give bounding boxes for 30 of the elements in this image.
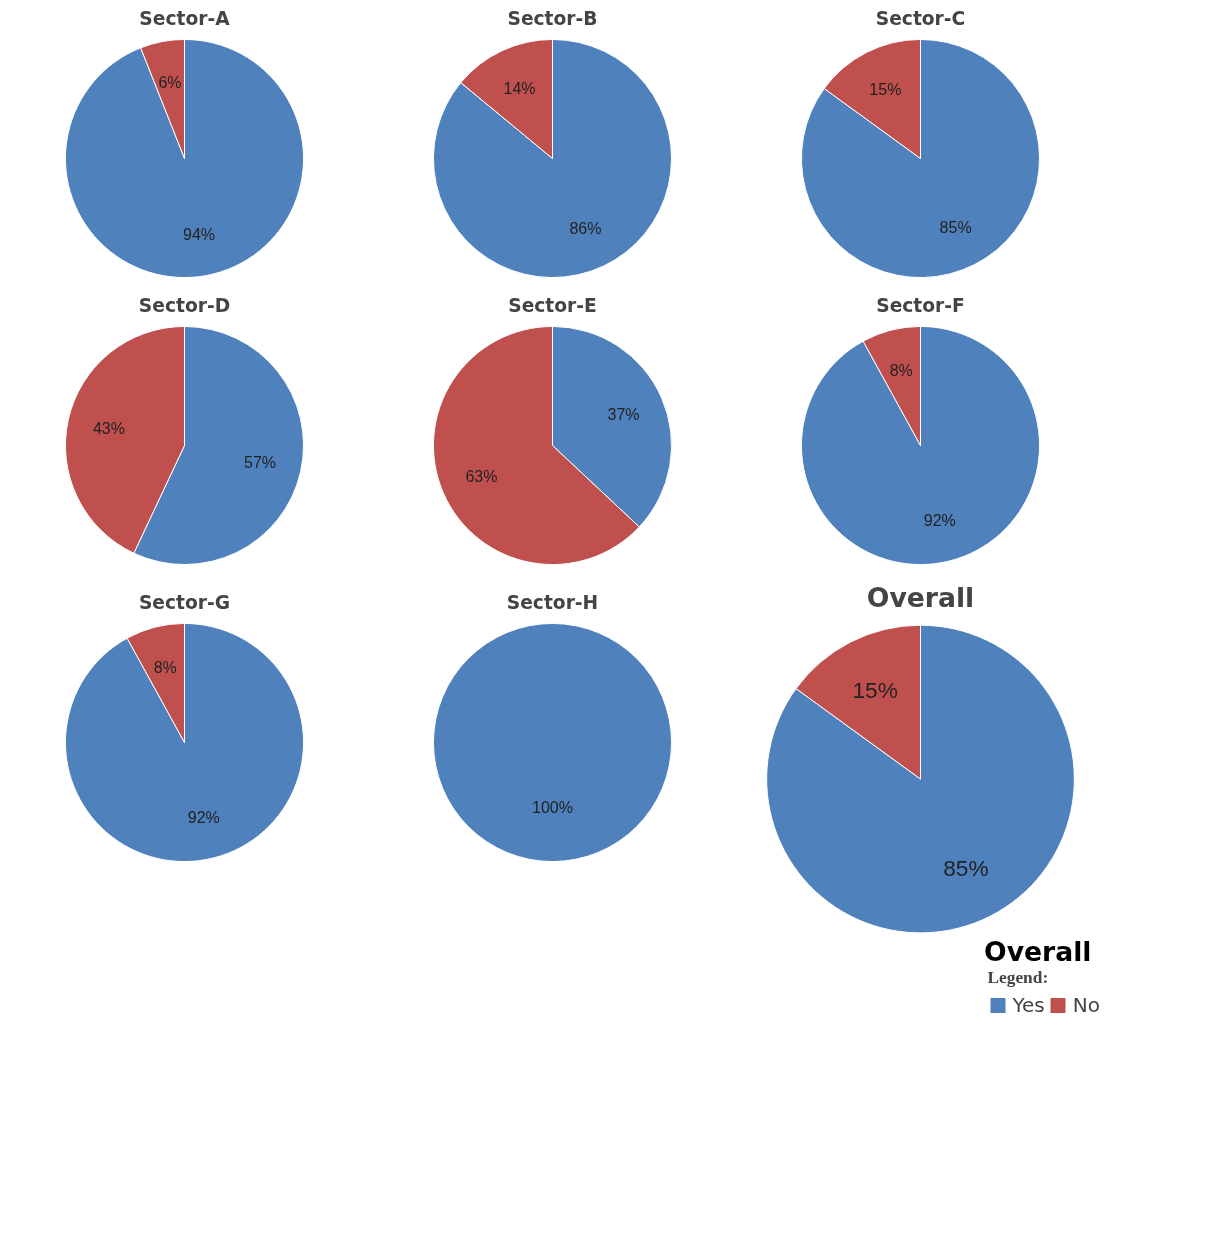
data-label: 8% <box>889 362 913 380</box>
data-label: 15% <box>869 81 902 99</box>
chart-title: Sector-C <box>875 7 966 29</box>
data-label: 57% <box>244 453 277 471</box>
data-label: 85% <box>939 218 972 236</box>
data-label: 63% <box>465 467 498 485</box>
data-label: 92% <box>923 511 956 529</box>
chart-title: Sector-E <box>508 294 597 316</box>
data-label: 37% <box>607 406 640 424</box>
legend-title: Legend: <box>987 968 1050 988</box>
data-label: 8% <box>153 659 177 677</box>
data-label: 86% <box>569 220 602 238</box>
data-label: 85% <box>943 855 989 882</box>
chart-title: Sector-A <box>139 7 231 29</box>
legend-label: No <box>1072 993 1100 1017</box>
data-label: 43% <box>92 420 125 438</box>
data-label: 94% <box>182 226 216 244</box>
chart-title: Sector-F <box>876 294 965 316</box>
data-label: 14% <box>503 79 536 97</box>
text: Overall <box>983 935 1092 967</box>
chart-title: Sector-D <box>138 294 231 316</box>
chart-title: Sector-B <box>507 7 598 29</box>
data-label: 6% <box>158 73 182 91</box>
data-label: 15% <box>852 676 898 703</box>
data-label: 100% <box>532 799 573 817</box>
data-label: 92% <box>187 808 220 826</box>
legend-label: Yes <box>1012 993 1045 1017</box>
chart-title: Sector-H <box>506 591 599 613</box>
chart-title: Sector-G <box>138 591 231 613</box>
chart-title: Overall <box>866 581 975 613</box>
